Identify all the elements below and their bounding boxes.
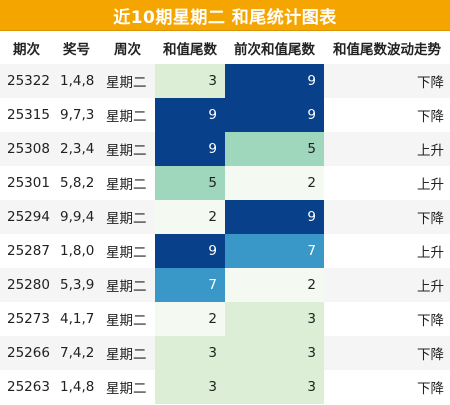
cell-sum-tail: 9 [155, 98, 225, 132]
cell-sum-tail: 9 [155, 234, 225, 268]
cell-period: 25273 [0, 302, 53, 336]
cell-weekday: 星期二 [100, 370, 155, 404]
header-prev-tail: 前次和值尾数 [225, 31, 324, 64]
cell-weekday: 星期二 [100, 336, 155, 370]
cell-numbers: 2,3,4 [53, 132, 100, 166]
cell-period: 25308 [0, 132, 53, 166]
header-row: 期次 奖号 周次 和值尾数 前次和值尾数 和值尾数波动走势 [0, 31, 450, 64]
table-row: 25266 7,4,2 星期二 3 3 下降 [0, 336, 450, 370]
cell-numbers: 1,8,0 [53, 234, 100, 268]
cell-sum-tail: 3 [155, 370, 225, 404]
table-row: 25308 2,3,4 星期二 9 5 上升 [0, 132, 450, 166]
cell-prev-tail: 5 [225, 132, 324, 166]
cell-trend: 上升 [324, 268, 450, 302]
cell-period: 25315 [0, 98, 53, 132]
cell-prev-tail: 3 [225, 336, 324, 370]
cell-sum-tail: 2 [155, 302, 225, 336]
table-row: 25294 9,9,4 星期二 2 9 下降 [0, 200, 450, 234]
cell-period: 25301 [0, 166, 53, 200]
cell-period: 25266 [0, 336, 53, 370]
cell-numbers: 7,4,2 [53, 336, 100, 370]
table-row: 25280 5,3,9 星期二 7 2 上升 [0, 268, 450, 302]
cell-period: 25294 [0, 200, 53, 234]
table-row: 25273 4,1,7 星期二 2 3 下降 [0, 302, 450, 336]
cell-trend: 下降 [324, 64, 450, 98]
table-row: 25315 9,7,3 星期二 9 9 下降 [0, 98, 450, 132]
cell-period: 25263 [0, 370, 53, 404]
page-title: 近10期星期二 和尾统计图表 [0, 0, 450, 31]
header-numbers: 奖号 [53, 31, 100, 64]
cell-weekday: 星期二 [100, 166, 155, 200]
cell-sum-tail: 5 [155, 166, 225, 200]
cell-trend: 上升 [324, 132, 450, 166]
cell-numbers: 5,3,9 [53, 268, 100, 302]
cell-sum-tail: 9 [155, 132, 225, 166]
cell-trend: 下降 [324, 336, 450, 370]
cell-numbers: 9,7,3 [53, 98, 100, 132]
stats-table: 期次 奖号 周次 和值尾数 前次和值尾数 和值尾数波动走势 25322 1,4,… [0, 31, 450, 404]
header-period: 期次 [0, 31, 53, 64]
cell-trend: 下降 [324, 370, 450, 404]
cell-trend: 下降 [324, 200, 450, 234]
cell-sum-tail: 2 [155, 200, 225, 234]
cell-numbers: 1,4,8 [53, 64, 100, 98]
cell-weekday: 星期二 [100, 234, 155, 268]
cell-weekday: 星期二 [100, 268, 155, 302]
header-sum-tail: 和值尾数 [155, 31, 225, 64]
cell-prev-tail: 9 [225, 98, 324, 132]
table-body: 25322 1,4,8 星期二 3 9 下降 25315 9,7,3 星期二 9… [0, 64, 450, 404]
cell-period: 25322 [0, 64, 53, 98]
cell-trend: 上升 [324, 166, 450, 200]
cell-weekday: 星期二 [100, 302, 155, 336]
header-weekday: 周次 [100, 31, 155, 64]
cell-prev-tail: 2 [225, 166, 324, 200]
cell-prev-tail: 9 [225, 200, 324, 234]
cell-weekday: 星期二 [100, 98, 155, 132]
cell-sum-tail: 3 [155, 64, 225, 98]
table-row: 25263 1,4,8 星期二 3 3 下降 [0, 370, 450, 404]
cell-prev-tail: 7 [225, 234, 324, 268]
cell-numbers: 1,4,8 [53, 370, 100, 404]
cell-weekday: 星期二 [100, 64, 155, 98]
cell-sum-tail: 7 [155, 268, 225, 302]
cell-period: 25280 [0, 268, 53, 302]
cell-sum-tail: 3 [155, 336, 225, 370]
cell-numbers: 4,1,7 [53, 302, 100, 336]
header-trend: 和值尾数波动走势 [324, 31, 450, 64]
cell-numbers: 5,8,2 [53, 166, 100, 200]
cell-trend: 下降 [324, 302, 450, 336]
table-row: 25301 5,8,2 星期二 5 2 上升 [0, 166, 450, 200]
cell-prev-tail: 3 [225, 302, 324, 336]
cell-prev-tail: 9 [225, 64, 324, 98]
table-row: 25287 1,8,0 星期二 9 7 上升 [0, 234, 450, 268]
cell-period: 25287 [0, 234, 53, 268]
cell-trend: 上升 [324, 234, 450, 268]
cell-prev-tail: 3 [225, 370, 324, 404]
cell-prev-tail: 2 [225, 268, 324, 302]
cell-weekday: 星期二 [100, 132, 155, 166]
table-row: 25322 1,4,8 星期二 3 9 下降 [0, 64, 450, 98]
cell-numbers: 9,9,4 [53, 200, 100, 234]
cell-trend: 下降 [324, 98, 450, 132]
cell-weekday: 星期二 [100, 200, 155, 234]
